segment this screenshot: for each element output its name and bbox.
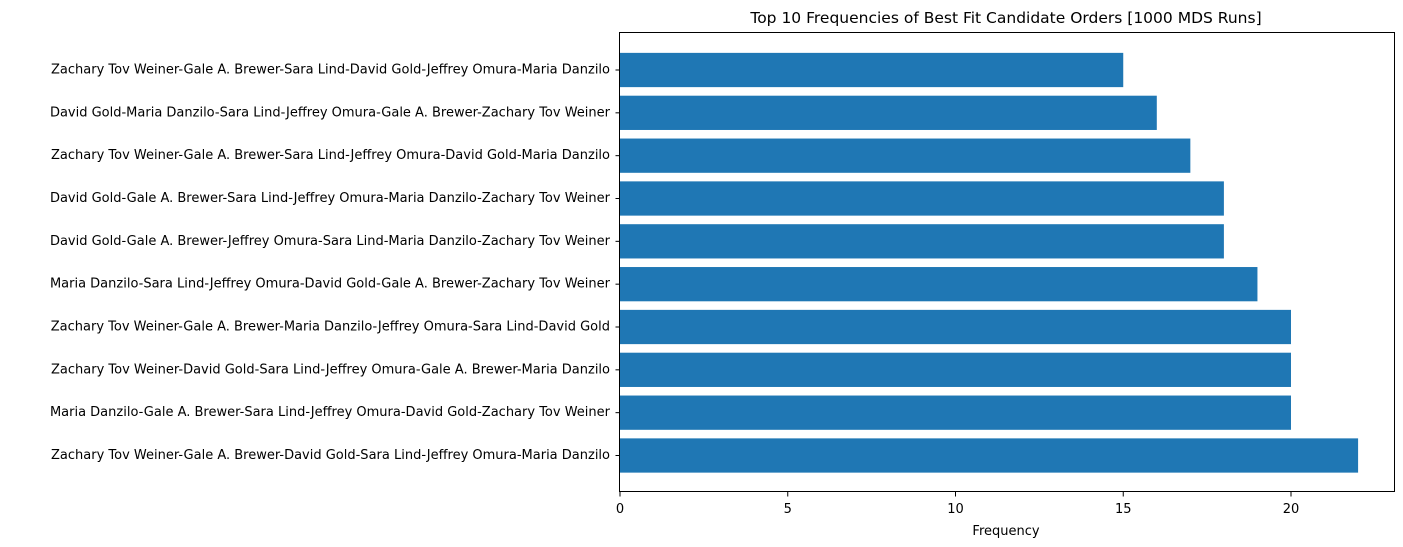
bar [620,352,1291,387]
bar [620,438,1359,473]
bar [620,224,1224,259]
bar [620,52,1124,88]
x-tick-label: 10 [947,502,964,517]
y-tick-label: Zachary Tov Weiner-Gale A. Brewer-Sara L… [51,148,610,163]
bars-group [620,52,1359,473]
x-tick-label: 20 [1283,502,1300,517]
bar [620,309,1291,345]
y-axis-ticks: Zachary Tov Weiner-Gale A. Brewer-David … [50,63,620,463]
y-tick-label: Zachary Tov Weiner-David Gold-Sara Lind-… [51,362,610,377]
bar [620,267,1258,302]
bar [620,138,1191,173]
bar [620,181,1224,216]
x-tick-label: 5 [784,502,792,517]
x-axis-ticks: 0 5 10 15 20 [616,492,1299,517]
x-tick-label: 0 [616,502,624,517]
bar [620,395,1291,430]
y-tick-label: Zachary Tov Weiner-Gale A. Brewer-David … [51,448,610,463]
chart-title: Top 10 Frequencies of Best Fit Candidate… [749,9,1261,27]
y-tick-label: David Gold-Gale A. Brewer-Sara Lind-Jeff… [50,191,611,206]
y-tick-label: Maria Danzilo-Sara Lind-Jeffrey Omura-Da… [50,277,611,292]
y-tick-label: David Gold-Maria Danzilo-Sara Lind-Jeffr… [50,105,611,120]
x-tick-label: 15 [1115,502,1132,517]
y-tick-label: Zachary Tov Weiner-Gale A. Brewer-Maria … [51,320,610,335]
y-tick-label: David Gold-Gale A. Brewer-Jeffrey Omura-… [50,234,611,249]
bar [620,95,1157,130]
y-tick-label: Zachary Tov Weiner-Gale A. Brewer-Sara L… [51,63,610,78]
x-axis-label: Frequency [972,524,1039,539]
y-tick-label: Maria Danzilo-Gale A. Brewer-Sara Lind-J… [50,405,611,420]
plot-frame [619,32,1395,492]
